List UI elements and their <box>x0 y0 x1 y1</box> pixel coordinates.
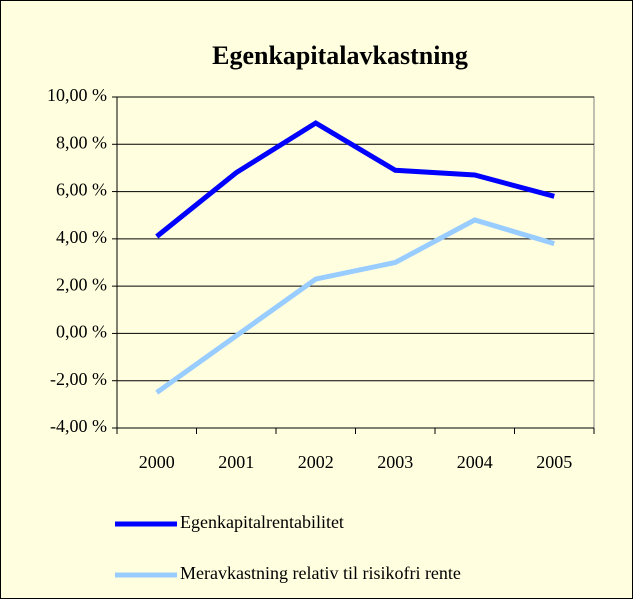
plot-area <box>116 96 595 429</box>
x-tick-label: 2002 <box>298 452 334 472</box>
y-tick-label: -2,00 % <box>50 369 107 389</box>
x-tick-label: 2000 <box>139 452 175 472</box>
y-tick-label: 4,00 % <box>56 227 107 247</box>
y-tick-label: 10,00 % <box>47 85 107 105</box>
x-tick-label: 2004 <box>457 452 493 472</box>
y-tick-label: 0,00 % <box>56 322 107 342</box>
legend-label: Egenkapitalrentabilitet <box>180 512 344 532</box>
y-tick-label: 8,00 % <box>56 132 107 152</box>
x-tick-label: 2003 <box>377 452 413 472</box>
chart-title: Egenkapitalavkastning <box>212 41 468 70</box>
y-tick-label: 6,00 % <box>56 180 107 200</box>
series-line <box>155 120 555 239</box>
y-tick-label: 2,00 % <box>56 274 107 294</box>
series-line <box>155 217 555 395</box>
y-tick-label: -4,00 % <box>50 416 107 436</box>
x-tick-label: 2005 <box>536 452 572 472</box>
x-tick-label: 2001 <box>218 452 254 472</box>
legend-label: Meravkastning relativ til risikofri rent… <box>180 563 461 583</box>
